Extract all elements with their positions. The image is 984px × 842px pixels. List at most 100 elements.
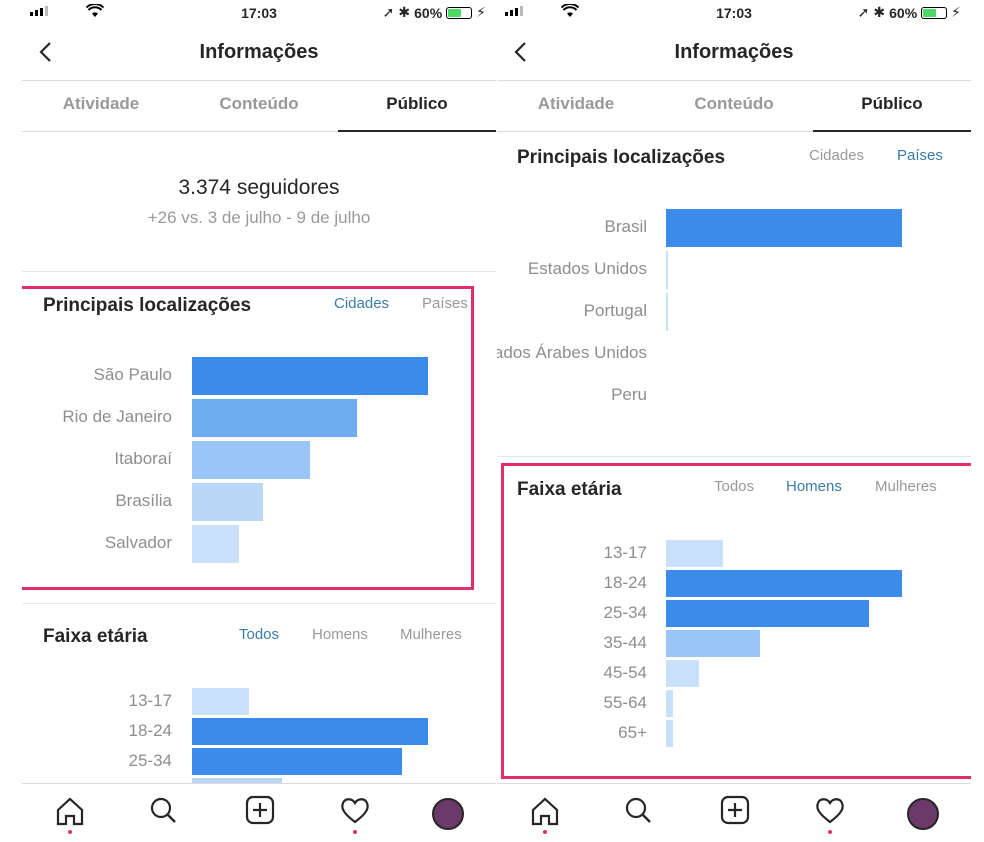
- location-icon: ➚: [382, 4, 395, 20]
- age-title: Faixa etária: [517, 479, 622, 500]
- divider: [497, 456, 971, 457]
- filter-paises[interactable]: Países: [422, 295, 468, 312]
- tab-conteudo[interactable]: Conteúdo: [694, 94, 774, 113]
- avatar: [907, 798, 939, 830]
- battery-percent: 60%: [414, 4, 443, 21]
- age-title: Faixa etária: [43, 626, 148, 647]
- back-icon[interactable]: [38, 41, 52, 63]
- country-label: Brasil: [604, 217, 647, 236]
- location-bar: [192, 525, 239, 563]
- followers-count: 3.374 seguidores: [178, 176, 340, 199]
- bluetooth-icon: ✱: [398, 4, 411, 20]
- country-label: Peru: [611, 385, 647, 404]
- age-bar: [666, 570, 902, 597]
- locations-title: Principais localizações: [517, 147, 726, 168]
- tab-conteudo[interactable]: Conteúdo: [219, 94, 299, 113]
- filter-paises[interactable]: Países: [897, 147, 943, 164]
- profile-avatar[interactable]: [428, 794, 468, 834]
- profile-avatar[interactable]: [903, 794, 943, 834]
- country-label: Emirados Árabes Unidos: [497, 343, 647, 362]
- tab-publico[interactable]: Público: [338, 81, 496, 132]
- filter-mulheres[interactable]: Mulheres: [875, 478, 937, 495]
- nav-bar: Informações: [22, 28, 496, 81]
- phone-screen-left: 17:03 ➚ ✱ 60% ⚡ Informações Atividade Co…: [22, 0, 496, 842]
- filter-todos[interactable]: Todos: [714, 478, 755, 495]
- filter-todos[interactable]: Todos: [239, 626, 280, 643]
- location-bar: [192, 357, 428, 395]
- age-label: 25-34: [128, 751, 172, 770]
- bottom-nav: [22, 783, 496, 842]
- status-bar: 17:03 ➚ ✱ 60% ⚡: [497, 0, 971, 26]
- age-label: 35-44: [603, 633, 647, 652]
- wifi-icon: [86, 4, 104, 17]
- battery-icon: [446, 6, 473, 19]
- location-label: Rio de Janeiro: [62, 407, 172, 426]
- age-label: 65+: [618, 723, 647, 742]
- home-icon[interactable]: [525, 794, 565, 834]
- age-bar: [666, 600, 869, 627]
- age-label: 25-34: [603, 603, 647, 622]
- age-label: 13-17: [128, 691, 172, 710]
- search-icon[interactable]: [619, 794, 659, 834]
- highlight-box: [22, 286, 474, 590]
- heart-icon[interactable]: [810, 794, 850, 834]
- add-icon[interactable]: [715, 794, 755, 834]
- country-label: Estados Unidos: [527, 259, 647, 278]
- tab-atividade[interactable]: Atividade: [62, 94, 140, 113]
- status-time: 17:03: [241, 5, 277, 21]
- notification-dot: [353, 830, 357, 834]
- tab-publico[interactable]: Público: [813, 81, 971, 132]
- nav-bar: Informações: [497, 28, 971, 81]
- battery-percent: 60%: [889, 4, 918, 21]
- signal-icon: [30, 6, 48, 16]
- bottom-nav: [497, 783, 971, 842]
- back-icon[interactable]: [513, 41, 527, 63]
- avatar: [432, 798, 464, 830]
- locations-title: Principais localizações: [43, 295, 252, 316]
- charging-icon: ⚡: [476, 4, 486, 20]
- age-bar: [666, 540, 723, 567]
- country-label: Portugal: [583, 301, 647, 320]
- age-bar: [666, 720, 673, 747]
- notification-dot: [543, 830, 547, 834]
- filter-homens[interactable]: Homens: [312, 626, 368, 643]
- charging-icon: ⚡: [951, 4, 961, 20]
- divider: [22, 271, 496, 272]
- age-bar: [666, 660, 699, 687]
- heart-icon[interactable]: [335, 794, 375, 834]
- page-title: Informações: [199, 41, 319, 63]
- battery-icon: [921, 6, 948, 19]
- location-bar: [192, 441, 310, 479]
- age-label: 55-64: [603, 693, 647, 712]
- location-bar: [192, 483, 263, 521]
- filter-cidades[interactable]: Cidades: [334, 295, 390, 312]
- age-label: 45-54: [603, 663, 647, 682]
- age-bar: [192, 718, 428, 745]
- highlight-box: [501, 463, 971, 779]
- country-bar: [666, 251, 668, 289]
- age-bar: [192, 688, 249, 715]
- age-label: 18-24: [128, 721, 172, 740]
- signal-icon: [505, 6, 523, 16]
- age-label: 13-17: [603, 543, 647, 562]
- tab-atividade[interactable]: Atividade: [537, 94, 615, 113]
- location-label: Itaboraí: [114, 449, 172, 468]
- tab-bar: Atividade Conteúdo Público: [22, 81, 496, 132]
- add-icon[interactable]: [240, 794, 280, 834]
- age-bar: [192, 748, 402, 775]
- country-bar: [666, 209, 902, 247]
- location-icon: ➚: [857, 4, 870, 20]
- notification-dot: [828, 830, 832, 834]
- location-bar: [192, 399, 357, 437]
- filter-cidades[interactable]: Cidades: [809, 147, 865, 164]
- home-icon[interactable]: [50, 794, 90, 834]
- location-label: Brasília: [115, 491, 172, 510]
- filter-homens[interactable]: Homens: [786, 478, 842, 495]
- divider: [22, 603, 496, 604]
- status-bar: 17:03 ➚ ✱ 60% ⚡: [22, 0, 496, 26]
- filter-mulheres[interactable]: Mulheres: [400, 626, 462, 643]
- status-time: 17:03: [716, 5, 752, 21]
- age-label: 18-24: [603, 573, 647, 592]
- search-icon[interactable]: [144, 794, 184, 834]
- wifi-icon: [561, 4, 579, 17]
